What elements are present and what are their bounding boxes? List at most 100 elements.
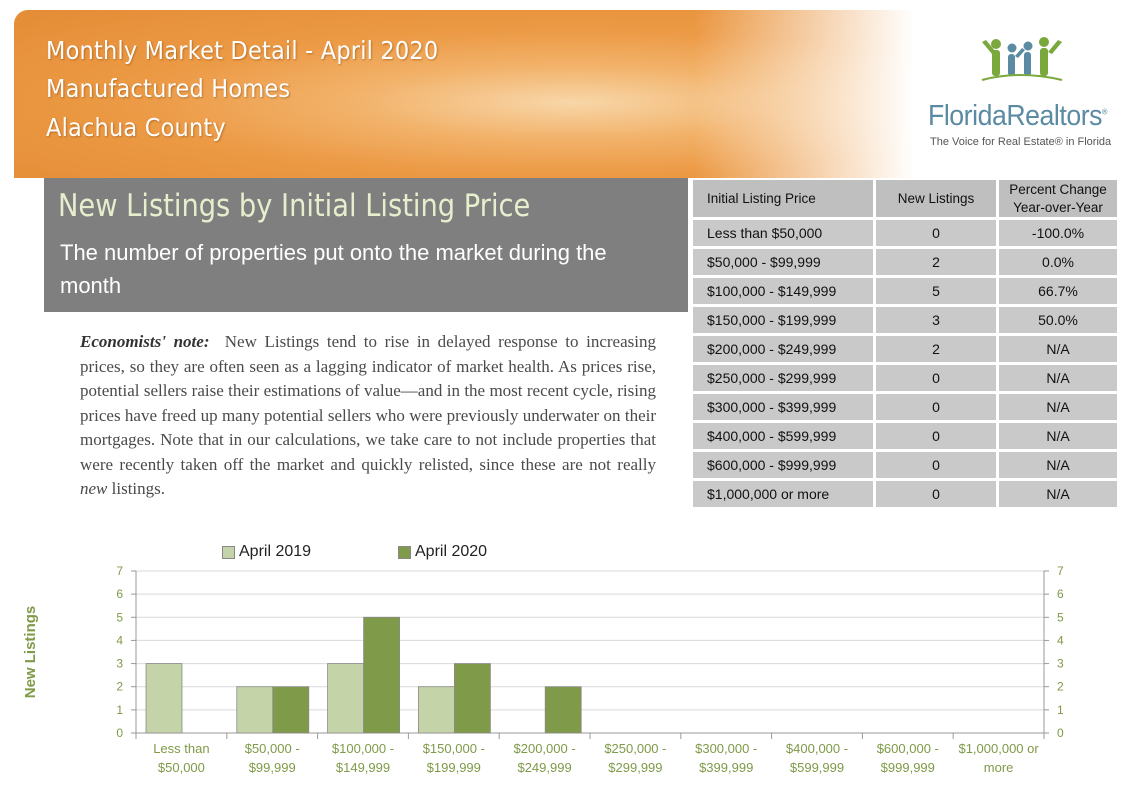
table-row: $200,000 - $249,999 2 N/A — [693, 336, 1117, 362]
logo-tagline: The Voice for Real Estate® in Florida — [930, 136, 1112, 148]
chart-plot: 0 0 1 1 2 2 3 3 4 4 5 5 6 6 7 7 Less than $50,000 $50,000 … — [22, 564, 1064, 775]
legend-label-2020: April 2020 — [415, 543, 488, 560]
bar-april-2020 — [544, 686, 582, 734]
y-tick-label: 1 — [116, 703, 123, 717]
table-row: $600,000 - $999,999 0 N/A — [693, 452, 1117, 478]
x-tick-label: $100,000 - — [332, 741, 394, 756]
legend-swatch-2019 — [222, 545, 235, 559]
x-tick-label: $599,999 — [790, 760, 844, 775]
table-row: $400,000 - $599,999 0 N/A — [693, 423, 1117, 449]
x-tick-label: $149,999 — [336, 760, 390, 775]
table-row: $50,000 - $99,999 2 0.0% — [693, 249, 1117, 275]
table-row: $100,000 - $149,999 5 66.7% — [693, 278, 1117, 304]
y2-tick-label: 7 — [1057, 564, 1064, 578]
y-axis-title: New Listings — [22, 606, 39, 699]
new-listings-cell: 0 — [876, 220, 996, 246]
price-range-cell: Less than $50,000 — [693, 220, 873, 246]
price-range-cell: $150,000 - $199,999 — [693, 307, 873, 333]
note-text: New Listings tend to rise in delayed res… — [80, 332, 656, 474]
percent-change-cell: 66.7% — [999, 278, 1117, 304]
x-tick-label: $1,000,000 or — [958, 741, 1039, 756]
new-listings-chart: April 2019 April 2020 0 0 1 1 2 2 3 3 4 4 5 5 6 6 7 7 Le… — [0, 538, 1134, 787]
y2-tick-label: 5 — [1057, 610, 1064, 624]
x-tick-label: $250,000 - — [604, 741, 666, 756]
y-tick-label: 2 — [116, 680, 123, 694]
new-listings-cell: 0 — [876, 365, 996, 391]
x-tick-label: $249,999 — [517, 760, 571, 775]
table-row: $300,000 - $399,999 0 N/A — [693, 394, 1117, 420]
x-tick-label: Less than — [153, 741, 209, 756]
x-tick-label: more — [984, 760, 1014, 775]
legend-swatch-2020 — [398, 545, 411, 559]
people-icon — [981, 37, 1063, 81]
percent-change-cell: N/A — [999, 481, 1117, 507]
new-listings-cell: 2 — [876, 249, 996, 275]
county-name: Alachua County — [46, 113, 226, 142]
y2-tick-label: 2 — [1057, 680, 1064, 694]
y2-tick-label: 1 — [1057, 703, 1064, 717]
column-header-price: Initial Listing Price — [693, 180, 873, 217]
x-tick-label: $299,999 — [608, 760, 662, 775]
x-tick-label: $999,999 — [881, 760, 935, 775]
bar-april-2019 — [417, 686, 455, 734]
x-tick-label: $300,000 - — [695, 741, 757, 756]
percent-change-cell: N/A — [999, 423, 1117, 449]
y-tick-label: 6 — [116, 587, 123, 601]
x-tick-label: $200,000 - — [514, 741, 576, 756]
bar-april-2019 — [327, 663, 365, 734]
y-tick-label: 3 — [116, 657, 123, 671]
percent-change-cell: -100.0% — [999, 220, 1117, 246]
new-listings-cell: 2 — [876, 336, 996, 362]
legend-label-2019: April 2019 — [239, 543, 312, 560]
florida-realtors-logo: FloridaRealtors® The Voice for Real Esta… — [922, 30, 1122, 155]
y2-tick-label: 4 — [1057, 633, 1064, 647]
new-listings-cell: 5 — [876, 278, 996, 304]
table-row: $150,000 - $199,999 3 50.0% — [693, 307, 1117, 333]
logo-wordmark: FloridaRealtors® — [928, 100, 1107, 132]
price-range-cell: $1,000,000 or more — [693, 481, 873, 507]
price-range-cell: $250,000 - $299,999 — [693, 365, 873, 391]
table-row: $250,000 - $299,999 0 N/A — [693, 365, 1117, 391]
bar-april-2019 — [236, 686, 274, 734]
bar-april-2020 — [272, 686, 310, 734]
percent-change-cell: N/A — [999, 365, 1117, 391]
bar-april-2019 — [145, 663, 183, 734]
bar-april-2020 — [363, 616, 401, 734]
x-tick-label: $400,000 - — [786, 741, 848, 756]
table-row: $1,000,000 or more 0 N/A — [693, 481, 1117, 507]
y2-tick-label: 6 — [1057, 587, 1064, 601]
table-row: Less than $50,000 0 -100.0% — [693, 220, 1117, 246]
y2-tick-label: 3 — [1057, 657, 1064, 671]
column-header-change: Percent Change Year-over-Year — [999, 180, 1117, 217]
legend-item-2020: April 2020 — [398, 543, 487, 561]
percent-change-cell: 0.0% — [999, 249, 1117, 275]
price-range-cell: $400,000 - $599,999 — [693, 423, 873, 449]
section-title: New Listings by Initial Listing Price — [58, 188, 531, 224]
percent-change-cell: N/A — [999, 336, 1117, 362]
x-tick-label: $150,000 - — [423, 741, 485, 756]
x-tick-label: $199,999 — [427, 760, 481, 775]
percent-change-cell: 50.0% — [999, 307, 1117, 333]
y2-tick-label: 0 — [1057, 726, 1064, 740]
new-listings-cell: 0 — [876, 452, 996, 478]
price-range-cell: $50,000 - $99,999 — [693, 249, 873, 275]
price-range-cell: $600,000 - $999,999 — [693, 452, 873, 478]
x-tick-label: $50,000 - — [245, 741, 300, 756]
section-header: New Listings by Initial Listing Price Th… — [44, 178, 688, 312]
x-tick-label: $600,000 - — [877, 741, 939, 756]
section-subtitle: The number of properties put onto the ma… — [60, 240, 607, 298]
note-emphasis: new — [80, 479, 108, 498]
y-tick-label: 7 — [116, 564, 123, 578]
column-header-listings: New Listings — [876, 180, 996, 217]
y-tick-label: 0 — [116, 726, 123, 740]
y-tick-label: 4 — [116, 633, 123, 647]
property-type: Manufactured Homes — [46, 74, 291, 103]
table-header-row: Initial Listing Price New Listings Perce… — [693, 180, 1117, 217]
x-tick-label: $399,999 — [699, 760, 753, 775]
price-range-cell: $200,000 - $249,999 — [693, 336, 873, 362]
price-range-cell: $100,000 - $149,999 — [693, 278, 873, 304]
legend-item-2019: April 2019 — [222, 543, 311, 561]
percent-change-cell: N/A — [999, 394, 1117, 420]
new-listings-cell: 0 — [876, 394, 996, 420]
header-banner: Monthly Market Detail - April 2020 Manuf… — [14, 10, 914, 178]
